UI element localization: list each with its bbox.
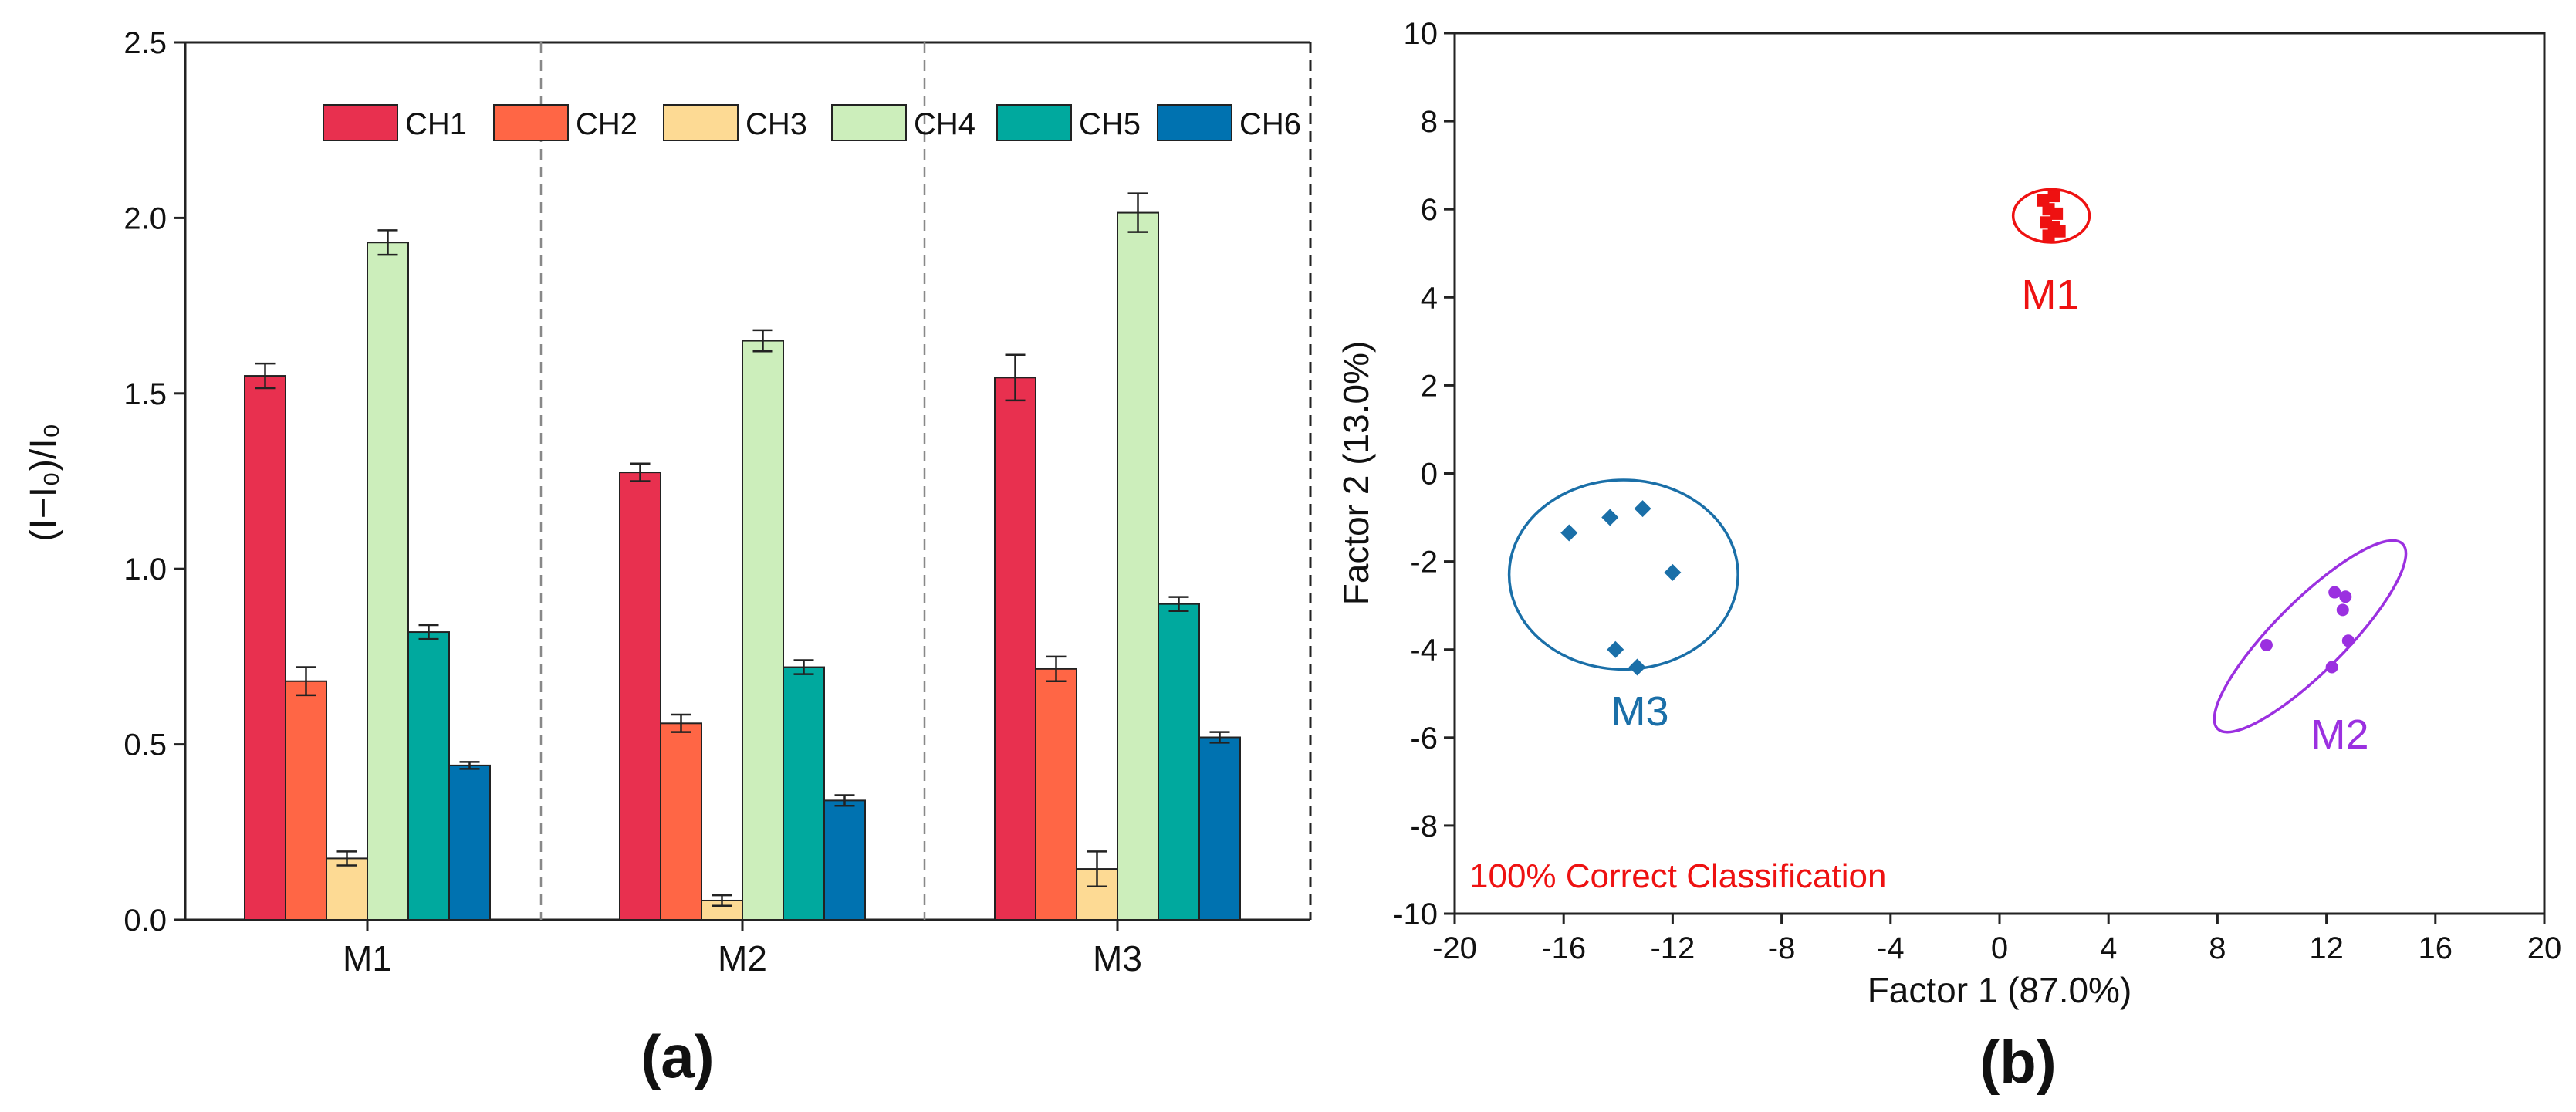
bar-m3-ch4 xyxy=(1117,211,1159,921)
y-tick-label: 4 xyxy=(1421,281,1438,315)
y-tick-label: -4 xyxy=(1410,634,1438,668)
legend-label-ch1: CH1 xyxy=(405,107,467,141)
panel-a-bar-chart: 0.0 0.5 1.0 1.5 2.0 2.5 M1 M2 M3 CH1 CH2 CH3 CH4 CH5… xyxy=(23,26,1312,1090)
panel-a-label: (a) xyxy=(641,1022,714,1090)
bar-m2-ch5 xyxy=(783,666,825,921)
legend-swatch-ch6 xyxy=(1157,104,1232,141)
x-tick-label: M2 xyxy=(718,938,767,978)
classification-annotation: 100% Correct Classification xyxy=(1469,857,1886,895)
y-tick-label: 1.0 xyxy=(123,553,167,586)
x-tick-label: M1 xyxy=(343,938,392,978)
legend-swatch-ch5 xyxy=(996,104,1072,141)
x-tick-label: -12 xyxy=(1650,931,1695,965)
legend-swatch-ch4 xyxy=(831,104,907,141)
confidence-ellipse-m1 xyxy=(2011,188,2091,244)
y-tick-label: 2.5 xyxy=(123,26,167,60)
x-tick-label: 16 xyxy=(2419,931,2453,965)
y-tick-label: -2 xyxy=(1410,546,1438,580)
x-tick-label: 8 xyxy=(2209,931,2226,965)
bar-m3-ch2 xyxy=(1035,668,1077,921)
y-tick-label: 8 xyxy=(1421,105,1438,139)
bar-m2-ch4 xyxy=(742,340,784,921)
x-tick-label: 0 xyxy=(1991,931,2008,965)
point-m2 xyxy=(2328,586,2341,599)
point-m3 xyxy=(1601,509,1619,526)
bar-m1-ch6 xyxy=(448,764,491,921)
bar-m2-ch2 xyxy=(660,722,702,921)
legend-label-ch3: CH3 xyxy=(745,107,807,141)
y-tick-label: 0.5 xyxy=(123,728,167,762)
group-label-m3: M3 xyxy=(1611,688,1668,735)
y-tick-label: 0 xyxy=(1421,458,1438,492)
x-tick-label: -4 xyxy=(1877,931,1905,965)
point-m3 xyxy=(1628,658,1646,676)
legend-swatch-ch3 xyxy=(663,104,739,141)
bar-m1-ch5 xyxy=(407,631,450,921)
point-m1 xyxy=(2050,207,2064,220)
x-tick-label: -8 xyxy=(1768,931,1796,965)
point-m2 xyxy=(2341,634,2355,647)
legend-swatch-ch1 xyxy=(323,104,398,141)
y-tick-label: 1.5 xyxy=(123,377,167,411)
point-m3 xyxy=(1634,500,1651,518)
legend-label-ch2: CH2 xyxy=(576,107,637,141)
y-tick-label: -8 xyxy=(1410,809,1438,843)
bar-m2-ch6 xyxy=(823,799,866,921)
panel-a-y-axis-title: (I−I₀)/I₀ xyxy=(23,423,64,541)
group-label-m2: M2 xyxy=(2311,711,2368,758)
bar-m2-ch1 xyxy=(619,472,661,921)
legend-label-ch6: CH6 xyxy=(1239,107,1301,141)
bar-m3-ch1 xyxy=(994,377,1036,921)
group-label-m1: M1 xyxy=(2021,272,2079,318)
point-m3 xyxy=(1607,640,1624,658)
point-m3 xyxy=(1560,524,1578,542)
bar-m1-ch3 xyxy=(326,857,368,921)
bar-m3-ch5 xyxy=(1158,603,1200,921)
legend-label-ch4: CH4 xyxy=(914,107,975,141)
legend-label-ch5: CH5 xyxy=(1079,107,1141,141)
y-tick-label: -10 xyxy=(1393,897,1438,931)
point-m1 xyxy=(2053,225,2066,238)
point-m1 xyxy=(2042,229,2055,242)
panel-b-plot-frame xyxy=(1453,32,2546,915)
panel-b-scatter-plot: -20 -16 -12 -8 -4 0 4 8 12 16 201086420-2-4-6-8-10… xyxy=(1336,17,2561,1096)
bar-m1-ch2 xyxy=(285,680,327,921)
bar-m1-ch4 xyxy=(367,242,409,921)
x-tick-label: M3 xyxy=(1093,938,1142,978)
panel-b-y-axis-title: Factor 2 (13.0%) xyxy=(1336,341,1376,606)
x-tick-label: 20 xyxy=(2527,931,2562,965)
y-tick-label: -6 xyxy=(1410,722,1438,755)
y-tick-label: 2 xyxy=(1421,369,1438,403)
confidence-ellipse-m3 xyxy=(1507,478,1739,671)
point-m2 xyxy=(2336,603,2349,617)
point-m1 xyxy=(2047,190,2060,203)
y-tick-label: 0.0 xyxy=(123,904,167,938)
y-tick-label: 2.0 xyxy=(123,201,167,235)
x-tick-label: 4 xyxy=(2100,931,2117,965)
x-tick-label: -16 xyxy=(1541,931,1586,965)
point-m2 xyxy=(2325,661,2338,674)
legend-swatch-ch2 xyxy=(493,104,569,141)
point-m3 xyxy=(1664,563,1682,581)
bar-m3-ch6 xyxy=(1198,736,1241,921)
point-m2 xyxy=(2339,590,2352,603)
x-tick-label: -20 xyxy=(1432,931,1477,965)
point-m2 xyxy=(2260,638,2273,651)
y-tick-label: 6 xyxy=(1421,193,1438,227)
y-tick-label: 10 xyxy=(1404,17,1438,51)
panel-b-x-axis-title: Factor 1 (87.0%) xyxy=(1868,970,2132,1010)
confidence-ellipse-m2 xyxy=(2213,539,2408,734)
panel-b-label: (b) xyxy=(1979,1028,2057,1096)
bar-m1-ch1 xyxy=(244,375,286,921)
x-tick-label: 12 xyxy=(2309,931,2344,965)
